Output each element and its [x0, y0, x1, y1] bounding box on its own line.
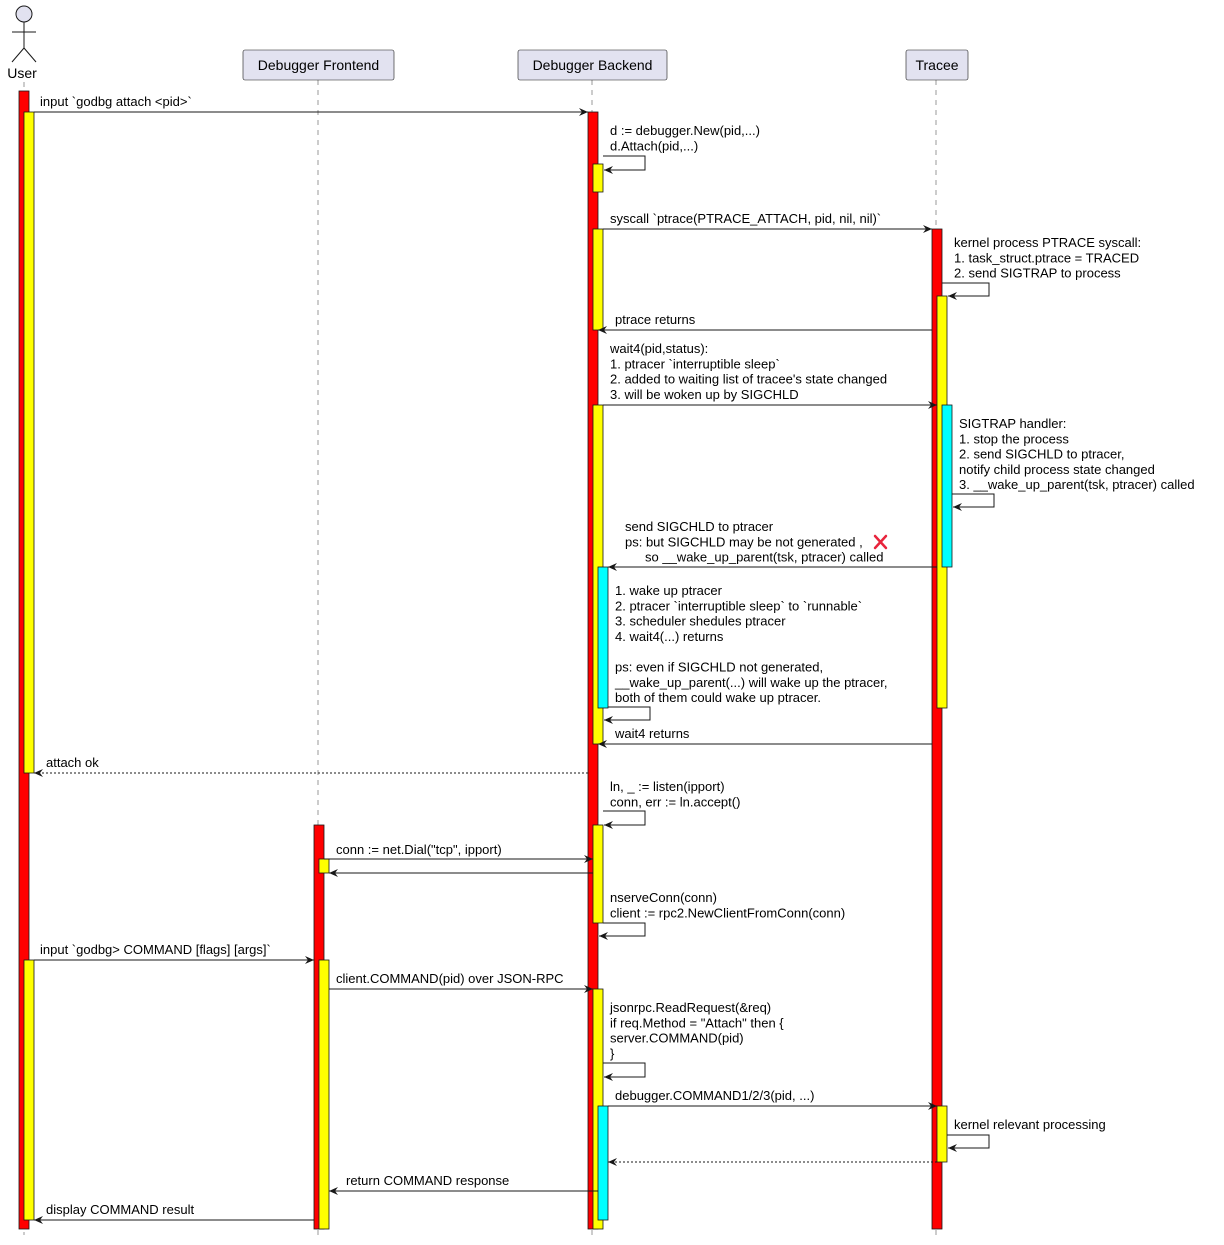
message-label: debugger.COMMAND1/2/3(pid, ...) [615, 1088, 814, 1103]
message-label: ps: but SIGCHLD may be not generated , [625, 534, 863, 549]
participant-label: Debugger Frontend [258, 57, 379, 73]
message-label: so __wake_up_parent(tsk, ptracer) called [645, 550, 883, 565]
message-label: 3. scheduler shedules ptracer [615, 614, 786, 629]
message-label: } [610, 1046, 615, 1061]
message-label: 1. ptracer `interruptible sleep` [610, 356, 780, 371]
message: nserveConn(conn)client := rpc2.NewClient… [599, 890, 845, 940]
message-label: attach ok [46, 755, 99, 770]
self-message-arrow [947, 1134, 990, 1152]
activation-tracee-sigtrap [941, 404, 953, 568]
message-label: if req.Method = "Attach" then { [610, 1015, 784, 1030]
message-label: conn, err := ln.accept() [610, 794, 740, 809]
message-label: 3. __wake_up_parent(tsk, ptracer) called [959, 477, 1195, 492]
message: wait4 returns [598, 726, 932, 748]
self-message-arrow [599, 922, 646, 940]
self-message-arrow [604, 706, 651, 724]
self-message-arrow [603, 155, 646, 174]
participant-backend: Debugger Backend [517, 49, 668, 81]
message-label: 2. ptracer `interruptible sleep` to `run… [615, 598, 862, 613]
message-label: nserveConn(conn) [610, 890, 717, 905]
activation-user-attach [23, 111, 35, 774]
message-label: d.Attach(pid,...) [610, 138, 698, 153]
message: conn := net.Dial("tcp", ipport) [324, 842, 593, 863]
participant-label: Debugger Backend [533, 57, 653, 73]
activation-backend-wakeup [597, 566, 609, 709]
message-label: both of them could wake up ptracer. [615, 690, 821, 705]
actor-icon [11, 5, 37, 63]
message-label: display COMMAND result [46, 1202, 194, 1217]
message-label: 4. wait4(...) returns [615, 629, 724, 644]
cross-mark-icon [873, 534, 888, 550]
self-message-arrow [952, 493, 995, 511]
message-label: 3. will be woken up by SIGCHLD [610, 387, 799, 402]
message-label: jsonrpc.ReadRequest(&req) [609, 1000, 771, 1015]
message: kernel relevant processing [947, 1117, 1106, 1152]
message-label: 2. send SIGTRAP to process [954, 266, 1121, 281]
participant-user: User [7, 5, 37, 81]
message-label: client := rpc2.NewClientFromConn(conn) [610, 905, 845, 920]
message: ptrace returns [598, 312, 932, 334]
message-label: ln, _ := listen(ipport) [610, 779, 725, 794]
message-label: ps: even if SIGCHLD not generated, [615, 660, 823, 675]
activation-backend-ptrace [592, 228, 604, 331]
message: attach ok [34, 755, 588, 777]
message: d := debugger.New(pid,...)d.Attach(pid,.… [603, 123, 760, 174]
message: return COMMAND response [329, 1173, 598, 1195]
participant-label: User [7, 65, 37, 81]
self-message-arrow [603, 810, 646, 829]
message: jsonrpc.ReadRequest(&req)if req.Method =… [603, 1000, 784, 1081]
activation-backend-command [597, 1105, 609, 1221]
message-label: input `godbg> COMMAND [flags] [args]` [40, 942, 271, 957]
message: debugger.COMMAND1/2/3(pid, ...) [608, 1088, 937, 1110]
message: input `godbg attach <pid>` [34, 94, 588, 116]
message-label: 2. send SIGCHLD to ptracer, [959, 447, 1124, 462]
message: input `godbg> COMMAND [flags] [args]` [34, 942, 314, 964]
message-label: return COMMAND response [346, 1173, 509, 1188]
message-label: d := debugger.New(pid,...) [610, 123, 760, 138]
message-label: syscall `ptrace(PTRACE_ATTACH, pid, nil,… [610, 211, 881, 226]
participant-tracee: Tracee [905, 49, 969, 81]
message-label: input `godbg attach <pid>` [40, 94, 192, 109]
message-label: wait4(pid,status): [609, 341, 708, 356]
message-label: __wake_up_parent(...) will wake up the p… [614, 675, 887, 690]
message-label: server.COMMAND(pid) [610, 1031, 744, 1046]
message-label: ptrace returns [615, 312, 696, 327]
message-label: notify child process state changed [959, 462, 1155, 477]
message-label: kernel process PTRACE syscall: [954, 235, 1141, 250]
message-label: 1. stop the process [959, 431, 1069, 446]
activation-user-command [23, 959, 35, 1221]
participant-label: Tracee [915, 57, 958, 73]
message-label: send SIGCHLD to ptracer [625, 519, 774, 534]
message: kernel process PTRACE syscall:1. task_st… [942, 235, 1141, 300]
self-message-arrow [603, 1062, 646, 1081]
message-label: conn := net.Dial("tcp", ipport) [336, 842, 502, 857]
activation-tracee [931, 228, 943, 1230]
message-label: wait4 returns [614, 726, 690, 741]
message-label: SIGTRAP handler: [959, 416, 1066, 431]
message-label: kernel relevant processing [954, 1117, 1106, 1132]
participant-frontend: Debugger Frontend [242, 49, 395, 81]
activation-backend-attach [592, 163, 604, 193]
activation-backend-accept [592, 824, 604, 924]
activation-frontend-command [318, 959, 330, 1230]
message: wait4(pid,status):1. ptracer `interrupti… [603, 341, 937, 409]
self-message-arrow [942, 282, 990, 300]
message-label: 1. wake up ptracer [615, 583, 723, 598]
message: syscall `ptrace(PTRACE_ATTACH, pid, nil,… [603, 211, 932, 233]
activation-frontend-dial [318, 858, 330, 874]
message-label: client.COMMAND(pid) over JSON-RPC [336, 971, 564, 986]
message: display COMMAND result [34, 1202, 314, 1224]
activation-tracee-command [936, 1105, 948, 1163]
message: ln, _ := listen(ipport)conn, err := ln.a… [603, 779, 740, 829]
message: client.COMMAND(pid) over JSON-RPC [329, 971, 593, 993]
message-label: 2. added to waiting list of tracee's sta… [610, 372, 887, 387]
message-label: 1. task_struct.ptrace = TRACED [954, 250, 1139, 265]
